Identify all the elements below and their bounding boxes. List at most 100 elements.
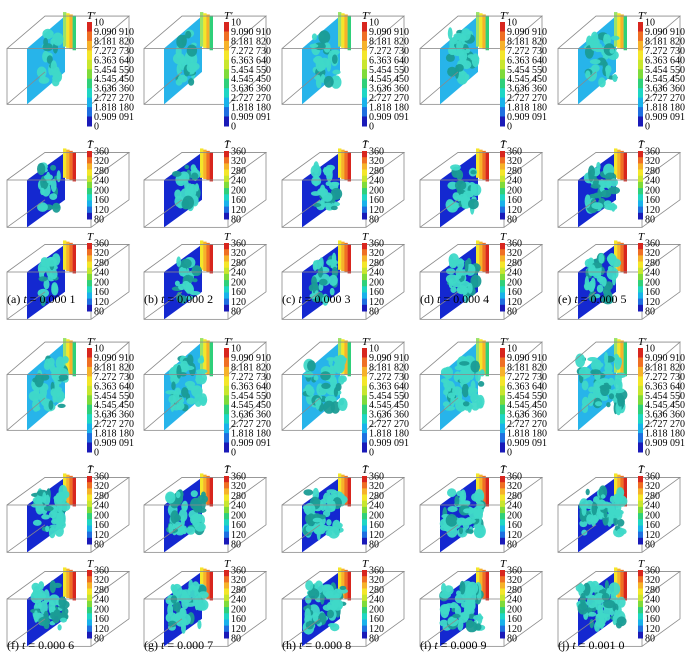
colorbar-title: T′ bbox=[362, 10, 371, 22]
colorbar-tick-label: 3.636 360 bbox=[369, 84, 409, 95]
colorbar-segment bbox=[362, 261, 367, 269]
isosurface-blob bbox=[611, 202, 616, 212]
colorbar-tick-label: 80 bbox=[507, 634, 517, 645]
colorbar-segment bbox=[638, 59, 643, 70]
isosurface-blob bbox=[608, 582, 621, 596]
colorbar-tick-label: 240 bbox=[507, 501, 522, 512]
colorbar-segment bbox=[638, 631, 643, 639]
colorbar-tick-label: 320 bbox=[94, 575, 109, 586]
isosurface-blob bbox=[593, 293, 601, 299]
isosurface-blob bbox=[579, 498, 589, 510]
colorbar-tick-label: 6.363 640 bbox=[645, 381, 685, 392]
isosurface-blob bbox=[326, 609, 334, 619]
isosurface-blob bbox=[194, 596, 199, 611]
isosurface-blob bbox=[56, 170, 61, 183]
colorbar-tick-label: 120 bbox=[645, 297, 660, 308]
colorbar-tick-label: 0.909 091 bbox=[231, 438, 271, 449]
colorbar-tick-label: 9.090 910 bbox=[231, 27, 271, 38]
box-side bbox=[90, 342, 130, 431]
colorbar-tick-label: 0 bbox=[645, 448, 650, 459]
hot-plane-stripe bbox=[72, 152, 76, 182]
colorbar-segment bbox=[224, 286, 229, 293]
caption-variable: t bbox=[437, 292, 441, 306]
colorbar-segment bbox=[362, 40, 367, 51]
colorbar-segment bbox=[362, 494, 367, 502]
colorbar-tick-label: 160 bbox=[94, 614, 109, 625]
colorbar-tick-label: 3.636 360 bbox=[94, 410, 134, 421]
colorbar-tick-label: 8.181 820 bbox=[231, 36, 271, 47]
isosurface-blob bbox=[319, 278, 328, 286]
hot-plane-stripe bbox=[338, 567, 342, 597]
hot-plane-stripe bbox=[341, 149, 345, 180]
box-edge bbox=[419, 291, 459, 320]
box-side bbox=[503, 571, 543, 647]
isosurface-blob bbox=[58, 484, 68, 498]
colorbar-segment bbox=[224, 537, 229, 545]
colorbar-segment bbox=[87, 607, 92, 614]
colorbar-tick-label: 4.545 450 bbox=[231, 74, 271, 85]
box-edge bbox=[557, 618, 597, 647]
colorbar-segment bbox=[87, 59, 92, 70]
colorbar-segment bbox=[638, 442, 643, 453]
colorbar-segment bbox=[362, 506, 367, 514]
isosurface-blob bbox=[456, 490, 465, 497]
hot-plane-stripe bbox=[347, 477, 351, 507]
isosurface-blob bbox=[44, 174, 53, 181]
hot-plane-stripe bbox=[69, 475, 73, 506]
isosurface-blob bbox=[335, 383, 342, 391]
colorbar-tick-label: 200 bbox=[507, 604, 522, 615]
colorbar-segment bbox=[362, 414, 367, 425]
colorbar-segment bbox=[87, 494, 92, 502]
isosurface-blob bbox=[52, 512, 64, 524]
isosurface-blob bbox=[446, 201, 459, 213]
colorbar-segment bbox=[638, 366, 643, 377]
colorbar-tick-label: 160 bbox=[369, 520, 384, 531]
colorbar-segment bbox=[362, 357, 367, 368]
isosurface-blob bbox=[310, 164, 322, 178]
caption-label: (e) bbox=[558, 292, 575, 306]
isosurface-blob bbox=[608, 393, 615, 400]
colorbar-segment bbox=[87, 513, 92, 520]
box-edge bbox=[6, 199, 46, 228]
isosurface-blob bbox=[475, 370, 481, 382]
colorbar-segment bbox=[500, 97, 505, 108]
isosurface-blob bbox=[52, 390, 57, 403]
isosurface-blob bbox=[447, 66, 458, 77]
isosurface-blob bbox=[582, 582, 591, 596]
isosurface-blob bbox=[175, 491, 181, 499]
colorbar-tick-label: 6.363 640 bbox=[369, 55, 409, 66]
colorbar-segment bbox=[224, 404, 229, 415]
hot-plane-stripe bbox=[344, 340, 348, 376]
isosurface-blob bbox=[311, 33, 318, 41]
isosurface-blob bbox=[608, 186, 620, 195]
isosurface-blob bbox=[328, 378, 337, 383]
isosurface-blob bbox=[42, 28, 54, 40]
hot-plane-stripe bbox=[209, 244, 213, 274]
hot-plane-stripe bbox=[209, 571, 213, 601]
hot-plane-stripe bbox=[72, 571, 76, 601]
isosurface-blob bbox=[471, 279, 477, 288]
colorbar-segment bbox=[87, 582, 92, 590]
isosurface-blob bbox=[451, 281, 462, 288]
isosurface-blob bbox=[577, 602, 589, 615]
isosurface-blob bbox=[330, 205, 338, 211]
isosurface-blob bbox=[584, 276, 590, 290]
hot-plane-stripe bbox=[69, 150, 73, 181]
colorbar-segment bbox=[362, 97, 367, 108]
isosurface-blob bbox=[590, 31, 599, 43]
isosurface-blob bbox=[42, 491, 47, 504]
box-side bbox=[365, 244, 405, 320]
caption-value: = 0.001 0 bbox=[575, 638, 625, 652]
colorbar-tick-label: 7.272 730 bbox=[94, 46, 134, 57]
colorbar-segment bbox=[87, 482, 92, 489]
colorbar-segment bbox=[224, 212, 229, 220]
colorbar-tick-label: 240 bbox=[507, 268, 522, 279]
isosurface-blob bbox=[41, 74, 46, 84]
isosurface-blob bbox=[616, 487, 625, 499]
isosurface-blob bbox=[191, 581, 200, 592]
colorbar-tick-label: 7.272 730 bbox=[369, 46, 409, 57]
